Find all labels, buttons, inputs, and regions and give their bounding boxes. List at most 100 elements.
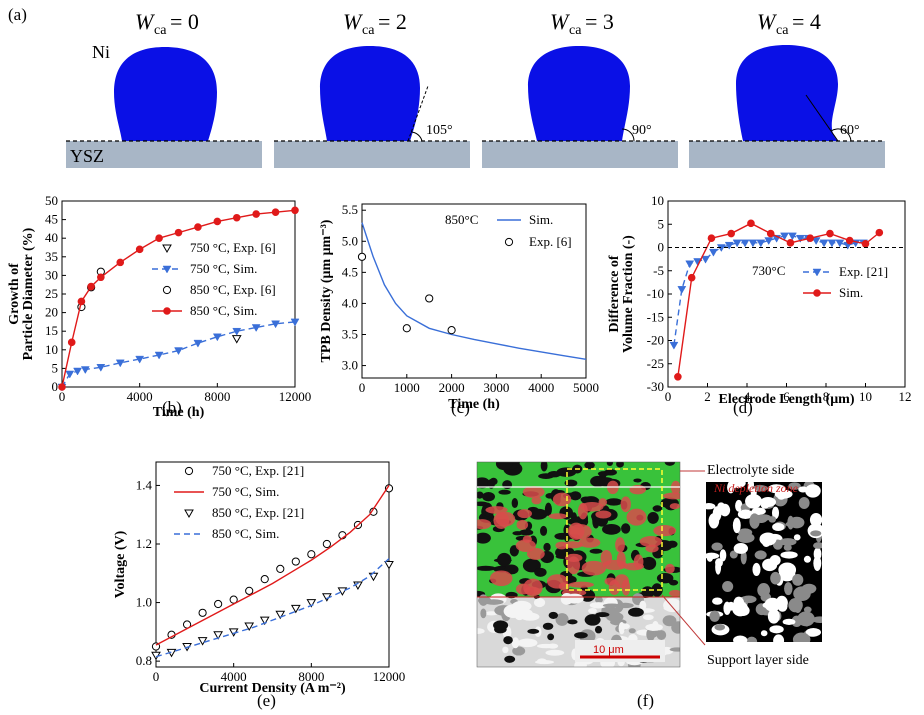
support-grain bbox=[511, 637, 520, 649]
pore bbox=[633, 478, 642, 483]
data-point bbox=[155, 234, 163, 242]
phase-grain bbox=[759, 532, 777, 546]
pore bbox=[606, 462, 613, 466]
panel-label-c: (c) bbox=[451, 398, 470, 417]
data-point bbox=[786, 239, 795, 247]
ni-particle bbox=[555, 541, 568, 550]
legend-label: 850 °C, Sim. bbox=[190, 303, 257, 318]
ni-particle bbox=[495, 511, 516, 527]
data-point bbox=[174, 228, 183, 237]
phase-grain bbox=[811, 616, 822, 624]
legend-marker bbox=[162, 244, 172, 254]
phase-grain bbox=[771, 506, 780, 520]
data-point bbox=[135, 245, 144, 254]
support-grain bbox=[606, 612, 624, 622]
support-grain bbox=[520, 612, 540, 621]
phase-grains bbox=[706, 482, 822, 642]
pore bbox=[652, 505, 663, 512]
pore bbox=[477, 532, 491, 544]
ni-particle bbox=[629, 484, 646, 495]
data-point bbox=[826, 229, 834, 238]
ni-particle bbox=[548, 513, 568, 520]
data-point bbox=[787, 232, 797, 241]
pore bbox=[545, 493, 555, 499]
x-axis-label: Electrode Length (μm) bbox=[719, 392, 855, 407]
panel-a: W ca = 0 W ca = 2 W ca = 3 W ca = 4 YSZ … bbox=[66, 9, 885, 168]
support-grain bbox=[560, 593, 573, 605]
y-tick-label: 5 bbox=[52, 360, 59, 375]
pore bbox=[595, 612, 610, 618]
phase-grain bbox=[783, 544, 792, 551]
contact-angle-arc bbox=[830, 128, 852, 142]
data-point bbox=[447, 326, 456, 335]
ni-particle bbox=[669, 503, 680, 510]
support-grain bbox=[649, 624, 656, 631]
phase-grain bbox=[813, 542, 822, 549]
phase-grain bbox=[714, 623, 726, 631]
contact-angle-label: 90° bbox=[632, 123, 652, 138]
legend-label: 850 °C, Exp. [6] bbox=[190, 282, 276, 297]
phase-grain bbox=[769, 625, 784, 634]
data-point bbox=[275, 610, 286, 620]
drop-title-3: W ca = 3 bbox=[550, 9, 614, 38]
phase-grain bbox=[749, 513, 760, 529]
pore bbox=[574, 632, 588, 639]
ni-particle bbox=[608, 579, 621, 595]
phase-grain bbox=[809, 513, 822, 527]
data-point bbox=[58, 383, 66, 391]
phase-grain bbox=[706, 503, 716, 510]
y-tick-label: 4.5 bbox=[342, 264, 358, 279]
phase-grain bbox=[805, 484, 821, 498]
phase-grain bbox=[788, 482, 801, 490]
depletion-zone-label: Ni depletion zone bbox=[713, 481, 799, 495]
ni-droplet-4 bbox=[736, 45, 838, 141]
pore bbox=[482, 492, 496, 502]
phase-grain bbox=[752, 562, 761, 577]
series-line bbox=[61, 321, 296, 388]
data-point bbox=[291, 206, 299, 215]
data-point bbox=[87, 282, 95, 291]
data-point bbox=[251, 324, 261, 332]
legend-label: Exp. [6] bbox=[529, 234, 572, 249]
pore bbox=[504, 564, 519, 575]
phase-grain bbox=[760, 502, 770, 509]
electrolyte-side-label: Electrolyte side bbox=[707, 463, 794, 478]
x-tick-label: 8000 bbox=[298, 669, 324, 684]
y-axis-label: TPB Density (μm μm⁻³) bbox=[319, 219, 334, 362]
data-point bbox=[766, 229, 775, 238]
data-point bbox=[687, 273, 696, 282]
pore bbox=[477, 565, 496, 571]
phase-grain bbox=[751, 507, 766, 515]
ni-particle bbox=[552, 492, 572, 507]
y-tick-label: -5 bbox=[653, 263, 664, 278]
pore bbox=[495, 462, 513, 471]
y-tick-label: 4.0 bbox=[342, 295, 358, 310]
data-point bbox=[260, 575, 269, 584]
phase-grain bbox=[782, 618, 796, 625]
x-tick-label: 4000 bbox=[528, 380, 554, 395]
pore bbox=[540, 525, 548, 536]
data-point bbox=[97, 273, 105, 282]
ni-particle bbox=[595, 510, 612, 519]
ni-particle bbox=[578, 537, 601, 548]
phase-grain bbox=[757, 582, 771, 598]
y-tick-label: 15 bbox=[45, 323, 58, 338]
x-tick-label: 3000 bbox=[483, 380, 509, 395]
data-point bbox=[724, 241, 734, 250]
phase-grain bbox=[793, 534, 801, 541]
phase-grain bbox=[727, 601, 735, 611]
y-axis-label: Difference of bbox=[607, 255, 622, 332]
pore bbox=[534, 567, 547, 577]
ni-particle bbox=[567, 522, 585, 540]
data-point bbox=[747, 219, 755, 228]
phase-grain bbox=[788, 598, 803, 613]
phase-grain bbox=[706, 553, 714, 562]
y-tick-label: 20 bbox=[45, 305, 58, 320]
y-axis-label: Growth of bbox=[7, 263, 22, 325]
wca-symbol: W bbox=[343, 9, 363, 34]
data-point bbox=[77, 297, 86, 306]
y-tick-label: 45 bbox=[45, 212, 58, 227]
data-point bbox=[96, 364, 106, 372]
data-point bbox=[232, 213, 241, 222]
